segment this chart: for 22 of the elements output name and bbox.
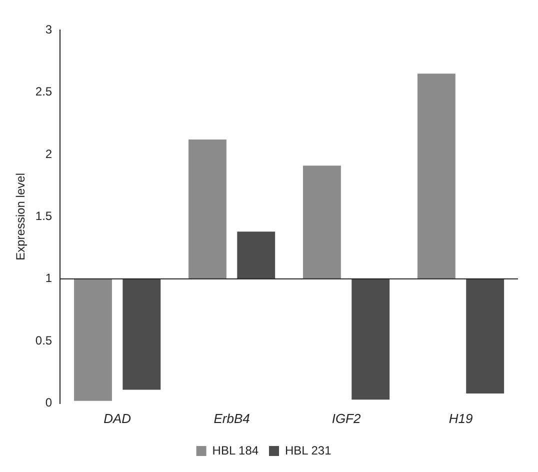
x-tick-label: H19: [448, 410, 473, 426]
bar: [188, 140, 226, 279]
y-tick-label: 0: [45, 396, 52, 410]
legend-label: HBL 231: [285, 443, 332, 458]
x-tick-label: IGF2: [332, 410, 362, 426]
x-tick-label: DAD: [104, 410, 132, 426]
y-tick-label: 0.5: [35, 333, 52, 348]
bar: [237, 232, 276, 279]
bar: [122, 278, 161, 390]
bar: [352, 278, 390, 400]
legend-label: HBL 184: [212, 443, 259, 458]
bar: [417, 74, 456, 279]
x-tick-label: ErbB4: [214, 410, 250, 426]
y-tick-label: 1.5: [35, 209, 52, 224]
y-tick-label: 2.5: [35, 84, 52, 99]
y-tick-label: 3: [45, 22, 52, 36]
y-tick-label: 1: [45, 271, 52, 286]
y-axis-title: Expression level: [14, 173, 28, 260]
bar: [302, 166, 341, 279]
bar: [466, 278, 504, 394]
y-tick-label: 2: [45, 146, 52, 161]
bar: [74, 278, 112, 401]
